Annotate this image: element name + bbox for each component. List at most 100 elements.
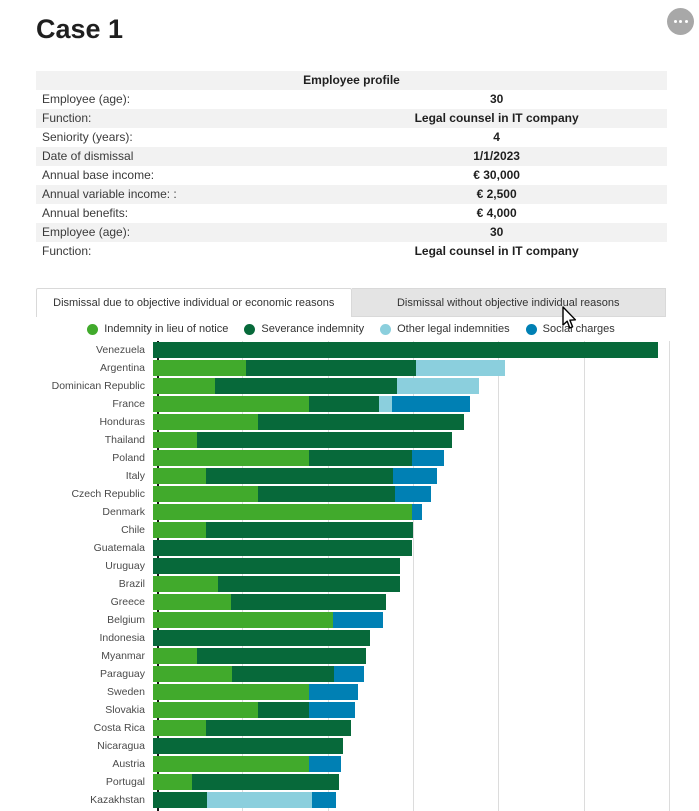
bar-segment[interactable] [153,702,258,718]
chart-row: Thailand [36,431,699,449]
chart-row: Greece [36,593,699,611]
chart-row: Austria [36,755,699,773]
bar-segment[interactable] [395,486,431,502]
legend-dot-icon [525,323,537,335]
chart-row: Portugal [36,773,699,791]
tab-dismissal-without-objective-reasons[interactable]: Dismissal without objective individual r… [351,288,666,317]
more-options-button[interactable] [667,8,694,35]
chart-row: Sweden [36,683,699,701]
category-label: Thailand [104,434,145,446]
bar-segment[interactable] [206,468,393,484]
profile-row-value: € 2,500 [476,187,517,201]
bar-segment[interactable] [153,414,258,430]
bar-segment[interactable] [393,468,437,484]
bar-segment[interactable] [153,774,192,790]
bar-segment[interactable] [334,666,364,682]
legend-item[interactable]: Indemnity in lieu of notice [87,323,228,335]
tab-dismissal-objective-reasons[interactable]: Dismissal due to objective individual or… [36,288,352,317]
bar-segment[interactable] [153,792,207,808]
indemnity-bar-chart: Venezuela Argentina Dominican Republic Fran… [36,341,699,811]
bar-track [153,504,422,520]
bar-segment[interactable] [153,504,412,520]
bar-segment[interactable] [309,396,379,412]
bar-segment[interactable] [153,756,309,772]
bar-segment[interactable] [153,486,258,502]
bar-segment[interactable] [379,396,392,412]
bar-segment[interactable] [246,360,416,376]
bar-segment[interactable] [392,396,470,412]
profile-row-value: Legal counsel in IT company [414,244,579,258]
bar-segment[interactable] [153,450,309,466]
bar-segment[interactable] [218,576,400,592]
profile-row-value: 30 [489,92,504,106]
chart-row: Dominican Republic [36,377,699,395]
bar-segment[interactable] [397,378,479,394]
bar-segment[interactable] [412,450,444,466]
legend-dot-icon [87,323,99,335]
bar-segment[interactable] [153,558,400,574]
bar-segment[interactable] [312,792,336,808]
bar-segment[interactable] [412,504,422,520]
category-label: France [112,398,145,410]
category-label: Honduras [99,416,145,428]
bar-segment[interactable] [153,648,197,664]
profile-row-value: 4 [493,130,500,144]
profile-row-value: Legal counsel in IT company [414,111,579,125]
bar-track [153,774,339,790]
category-label: Dominican Republic [51,380,145,392]
profile-row-label: Annual variable income: : [42,187,177,201]
bar-segment[interactable] [258,486,395,502]
bar-segment[interactable] [153,396,309,412]
category-label: Kazakhstan [90,794,145,806]
legend-dot-icon [380,323,392,335]
bar-segment[interactable] [153,720,206,736]
legend-label: Indemnity in lieu of notice [104,323,229,335]
bar-segment[interactable] [153,522,206,538]
bar-segment[interactable] [416,360,505,376]
gridline [669,341,670,811]
bar-segment[interactable] [153,684,309,700]
bar-segment[interactable] [192,774,339,790]
bar-segment[interactable] [153,360,246,376]
bar-segment[interactable] [309,450,412,466]
bar-segment[interactable] [309,702,355,718]
bar-segment[interactable] [258,414,464,430]
bar-segment[interactable] [153,630,370,646]
bar-segment[interactable] [197,648,366,664]
bar-segment[interactable] [309,756,341,772]
gridline [584,341,585,811]
bar-segment[interactable] [153,738,343,754]
bar-segment[interactable] [153,666,232,682]
legend-item[interactable]: Severance indemnity [244,323,364,335]
bar-segment[interactable] [215,378,397,394]
bar-segment[interactable] [153,576,218,592]
bar-track [153,432,452,448]
bar-segment[interactable] [153,540,412,556]
bar-segment[interactable] [309,684,358,700]
bar-segment[interactable] [153,468,206,484]
legend-item[interactable]: Other legal indemnities [380,323,510,335]
bar-segment[interactable] [206,720,351,736]
bar-segment[interactable] [333,612,383,628]
bar-segment[interactable] [232,666,334,682]
bar-track [153,684,358,700]
bar-segment[interactable] [153,612,333,628]
bar-segment[interactable] [197,432,452,448]
bar-track [153,468,437,484]
bar-segment[interactable] [153,594,231,610]
category-label: Denmark [102,506,145,518]
bar-track [153,486,431,502]
bar-segment[interactable] [206,522,413,538]
bar-segment[interactable] [258,702,309,718]
bar-segment[interactable] [153,378,215,394]
bar-segment[interactable] [207,792,312,808]
legend-item[interactable]: Social charges [525,323,615,335]
bar-track [153,756,341,772]
bar-segment[interactable] [231,594,386,610]
gridline [498,341,499,811]
bar-track [153,396,470,412]
bar-segment[interactable] [153,342,658,358]
chart-row: Brazil [36,575,699,593]
category-label: Paraguay [100,668,145,680]
bar-segment[interactable] [153,432,197,448]
